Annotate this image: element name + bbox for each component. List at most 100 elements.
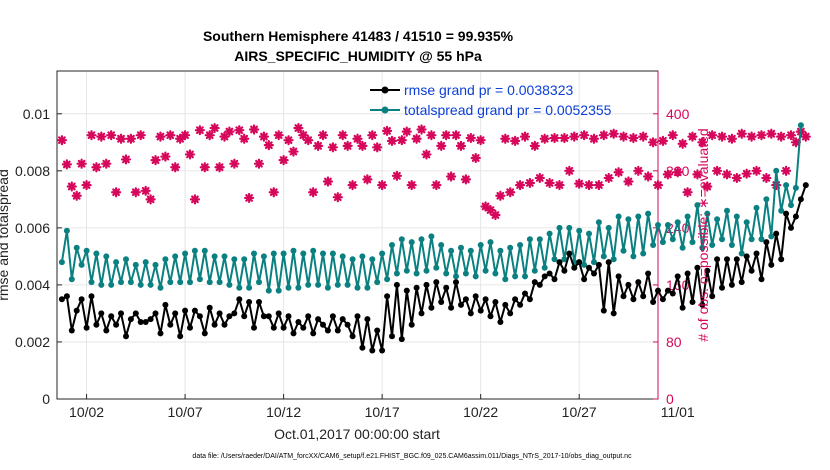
rmse-point — [285, 313, 292, 320]
totalspread-point — [650, 242, 657, 248]
evaluated-point — [524, 177, 536, 189]
evaluated-point — [603, 172, 614, 184]
rmse-point — [625, 281, 632, 288]
evaluated-point — [549, 132, 560, 144]
evaluated-point — [199, 162, 210, 173]
rmse-point — [379, 347, 386, 354]
rmse-point — [699, 301, 706, 308]
rmse-point — [738, 279, 745, 286]
evaluated-point — [436, 140, 447, 151]
rmse-point — [157, 330, 164, 337]
totalspread-point — [369, 256, 376, 263]
evaluated-point — [244, 192, 255, 204]
evaluated-point — [386, 135, 398, 146]
evaluated-point — [322, 176, 334, 187]
evaluated-point — [426, 130, 437, 141]
totalspread-point — [448, 247, 455, 254]
totalspread-point — [477, 242, 484, 248]
rmse-point — [462, 296, 469, 303]
rmse-point — [792, 213, 799, 220]
evaluated-point — [145, 194, 156, 205]
totalspread-point — [389, 242, 395, 248]
evaluated-point — [253, 158, 265, 169]
totalspread-point — [374, 279, 381, 286]
totalspread-point — [285, 284, 292, 291]
rmse-point — [581, 276, 588, 283]
left-y-tick-label: 0 — [42, 391, 50, 407]
series-layer — [56, 122, 811, 354]
totalspread-point — [526, 236, 533, 243]
data-file-footnote: data file: /Users/raeder/DAI/ATM_forcXX/… — [192, 453, 632, 460]
evaluated-point — [283, 135, 294, 146]
rmse-point — [733, 256, 740, 263]
totalspread-point — [664, 222, 671, 228]
evaluated-point — [500, 133, 511, 144]
totalspread-point — [182, 250, 189, 257]
left-y-tick-label: 0.006 — [15, 220, 50, 236]
totalspread-point — [531, 267, 538, 274]
evaluated-point — [229, 158, 240, 169]
evaluated-point — [672, 167, 683, 178]
totalspread-point — [768, 233, 775, 240]
evaluated-point — [303, 135, 314, 146]
totalspread-point — [566, 224, 573, 231]
rmse-point — [364, 316, 371, 323]
rmse-point — [541, 273, 548, 280]
totalspread-point — [797, 122, 804, 129]
totalspread-point — [246, 284, 253, 291]
evaluated-point — [687, 131, 698, 142]
rmse-point — [236, 296, 243, 303]
rmse-point — [522, 290, 528, 297]
evaluated-point — [623, 176, 634, 187]
rmse-point — [531, 279, 538, 286]
totalspread-point — [640, 250, 647, 257]
totalspread-point — [714, 216, 721, 223]
evaluated-point — [115, 133, 127, 144]
left-y-tick-label: 0.002 — [15, 334, 50, 350]
totalspread-point — [773, 167, 780, 174]
rmse-point — [605, 259, 612, 266]
totalspread-point — [482, 267, 489, 274]
totalspread-point — [625, 216, 632, 223]
totalspread-point — [88, 279, 95, 286]
rmse-point — [797, 196, 804, 203]
legend-swatch-rmse-marker — [381, 86, 389, 94]
rmse-point — [778, 256, 785, 263]
totalspread-point — [256, 279, 262, 286]
totalspread-point — [290, 247, 297, 254]
rmse-point — [502, 301, 509, 308]
rmse-point — [187, 324, 193, 331]
x-tick-label: 10/12 — [266, 404, 301, 420]
legend-entry-totalspread: totalspread grand pr = 0.0052355 — [404, 102, 612, 118]
totalspread-point — [719, 236, 725, 243]
rmse-point — [714, 256, 721, 263]
totalspread-point — [724, 207, 730, 214]
rmse-point — [433, 279, 440, 286]
evaluated-point — [347, 179, 358, 191]
totalspread-point — [655, 222, 661, 228]
totalspread-point — [512, 273, 519, 280]
rmse-point — [310, 330, 317, 337]
totalspread-point — [783, 182, 790, 189]
totalspread-point — [763, 196, 770, 203]
rmse-point — [403, 287, 410, 294]
evaluated-point — [362, 174, 373, 185]
evaluated-point — [726, 133, 737, 144]
evaluated-point — [559, 132, 570, 144]
rmse-point — [369, 347, 376, 354]
totalspread-point — [689, 239, 696, 246]
rmse-point — [206, 304, 213, 311]
totalspread-point — [738, 250, 745, 257]
rmse-point — [497, 319, 504, 325]
evaluated-point — [588, 133, 600, 144]
rmse-point — [566, 250, 573, 257]
totalspread-point — [630, 253, 637, 260]
rmse-point — [595, 261, 602, 268]
totalspread-point — [260, 253, 267, 260]
totalspread-point — [467, 247, 474, 254]
evaluated-point — [86, 130, 97, 141]
chart-title: Southern Hemisphere 41483 / 41510 = 99.9… — [203, 28, 514, 44]
evaluated-point — [731, 172, 742, 184]
rmse-point — [586, 264, 592, 271]
totalspread-point — [137, 281, 144, 288]
